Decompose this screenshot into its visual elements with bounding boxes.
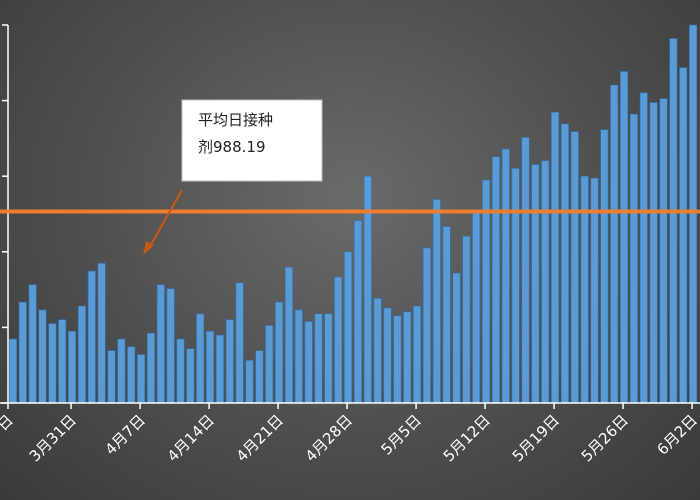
bar	[541, 160, 550, 404]
bar	[206, 330, 215, 404]
bar	[679, 67, 688, 404]
x-tick-label: 4月7日	[101, 411, 148, 458]
bar	[521, 137, 530, 404]
bar-series	[8, 24, 698, 404]
bar	[689, 24, 698, 404]
bar	[314, 313, 323, 404]
bar	[146, 332, 155, 404]
bar	[620, 71, 629, 404]
bar	[600, 129, 609, 404]
bar	[452, 272, 461, 404]
callout-line-1: 平均日接种	[198, 111, 273, 129]
x-tick-label: 4月14日	[164, 411, 218, 465]
bar	[551, 111, 560, 404]
bar	[275, 301, 284, 404]
x-tick-label: 5月19日	[509, 411, 563, 465]
bar	[225, 319, 234, 404]
bar	[560, 123, 569, 404]
bar	[58, 319, 67, 404]
bar	[649, 102, 658, 404]
bar	[639, 92, 648, 404]
bar	[610, 84, 619, 404]
x-tick-label: 6月2日	[653, 411, 700, 458]
bar	[166, 288, 175, 404]
bar	[176, 338, 185, 404]
bar	[186, 348, 195, 404]
bar	[117, 338, 126, 404]
bar	[255, 350, 264, 404]
x-axis-ticks: 日 3月31日 4月7日 4月14日 4月21日 4月28日 5月5日 5月12日 5月19日 5…	[0, 403, 700, 465]
bar	[442, 226, 451, 404]
bar	[127, 346, 136, 404]
arrow-head-icon	[143, 241, 154, 255]
x-tick-label: 5月12日	[440, 411, 494, 465]
bar	[87, 270, 96, 404]
bar	[403, 311, 412, 404]
bar	[501, 148, 510, 404]
bar	[373, 298, 382, 404]
bar	[669, 38, 678, 404]
x-tick-label: 4月21日	[233, 411, 287, 465]
bar	[48, 323, 57, 404]
bar	[659, 98, 668, 404]
bar	[107, 350, 116, 404]
axes	[0, 24, 700, 404]
bar	[294, 309, 303, 404]
bar	[383, 307, 392, 404]
bar	[482, 179, 491, 404]
bar	[344, 251, 353, 404]
bar	[284, 267, 293, 404]
x-tick-label: 3月31日	[26, 411, 80, 465]
x-tick-label: 5月26日	[578, 411, 632, 465]
bar	[462, 235, 471, 404]
callout: 平均日接种 剂988.19	[143, 99, 323, 255]
bar	[334, 276, 343, 404]
bar	[491, 156, 500, 404]
x-tick-label: 日	[0, 411, 17, 434]
bar	[18, 301, 27, 404]
bar	[8, 338, 17, 404]
bar	[511, 168, 520, 404]
bar	[38, 309, 47, 404]
bar	[28, 284, 37, 404]
bar	[393, 315, 402, 404]
bar	[235, 282, 244, 404]
bar	[629, 113, 638, 404]
bar	[215, 334, 224, 404]
bar	[77, 305, 86, 404]
bar	[432, 199, 441, 404]
bar	[156, 284, 165, 404]
bar	[97, 263, 106, 404]
bar	[570, 131, 579, 404]
callout-line-2: 剂988.19	[198, 138, 266, 156]
bar	[353, 220, 362, 404]
bar	[265, 325, 274, 404]
bar	[245, 360, 254, 404]
bar	[472, 210, 481, 404]
bar	[324, 313, 333, 404]
bar	[68, 330, 77, 404]
callout-box	[181, 99, 323, 182]
callout-arrow	[147, 189, 183, 251]
bar	[304, 321, 313, 404]
x-tick-label: 5月5日	[377, 411, 424, 458]
bar	[422, 247, 431, 404]
bar	[413, 305, 422, 404]
bar	[531, 164, 540, 404]
bar	[196, 313, 205, 404]
x-tick-label: 4月28日	[302, 411, 356, 465]
bar	[137, 354, 146, 404]
